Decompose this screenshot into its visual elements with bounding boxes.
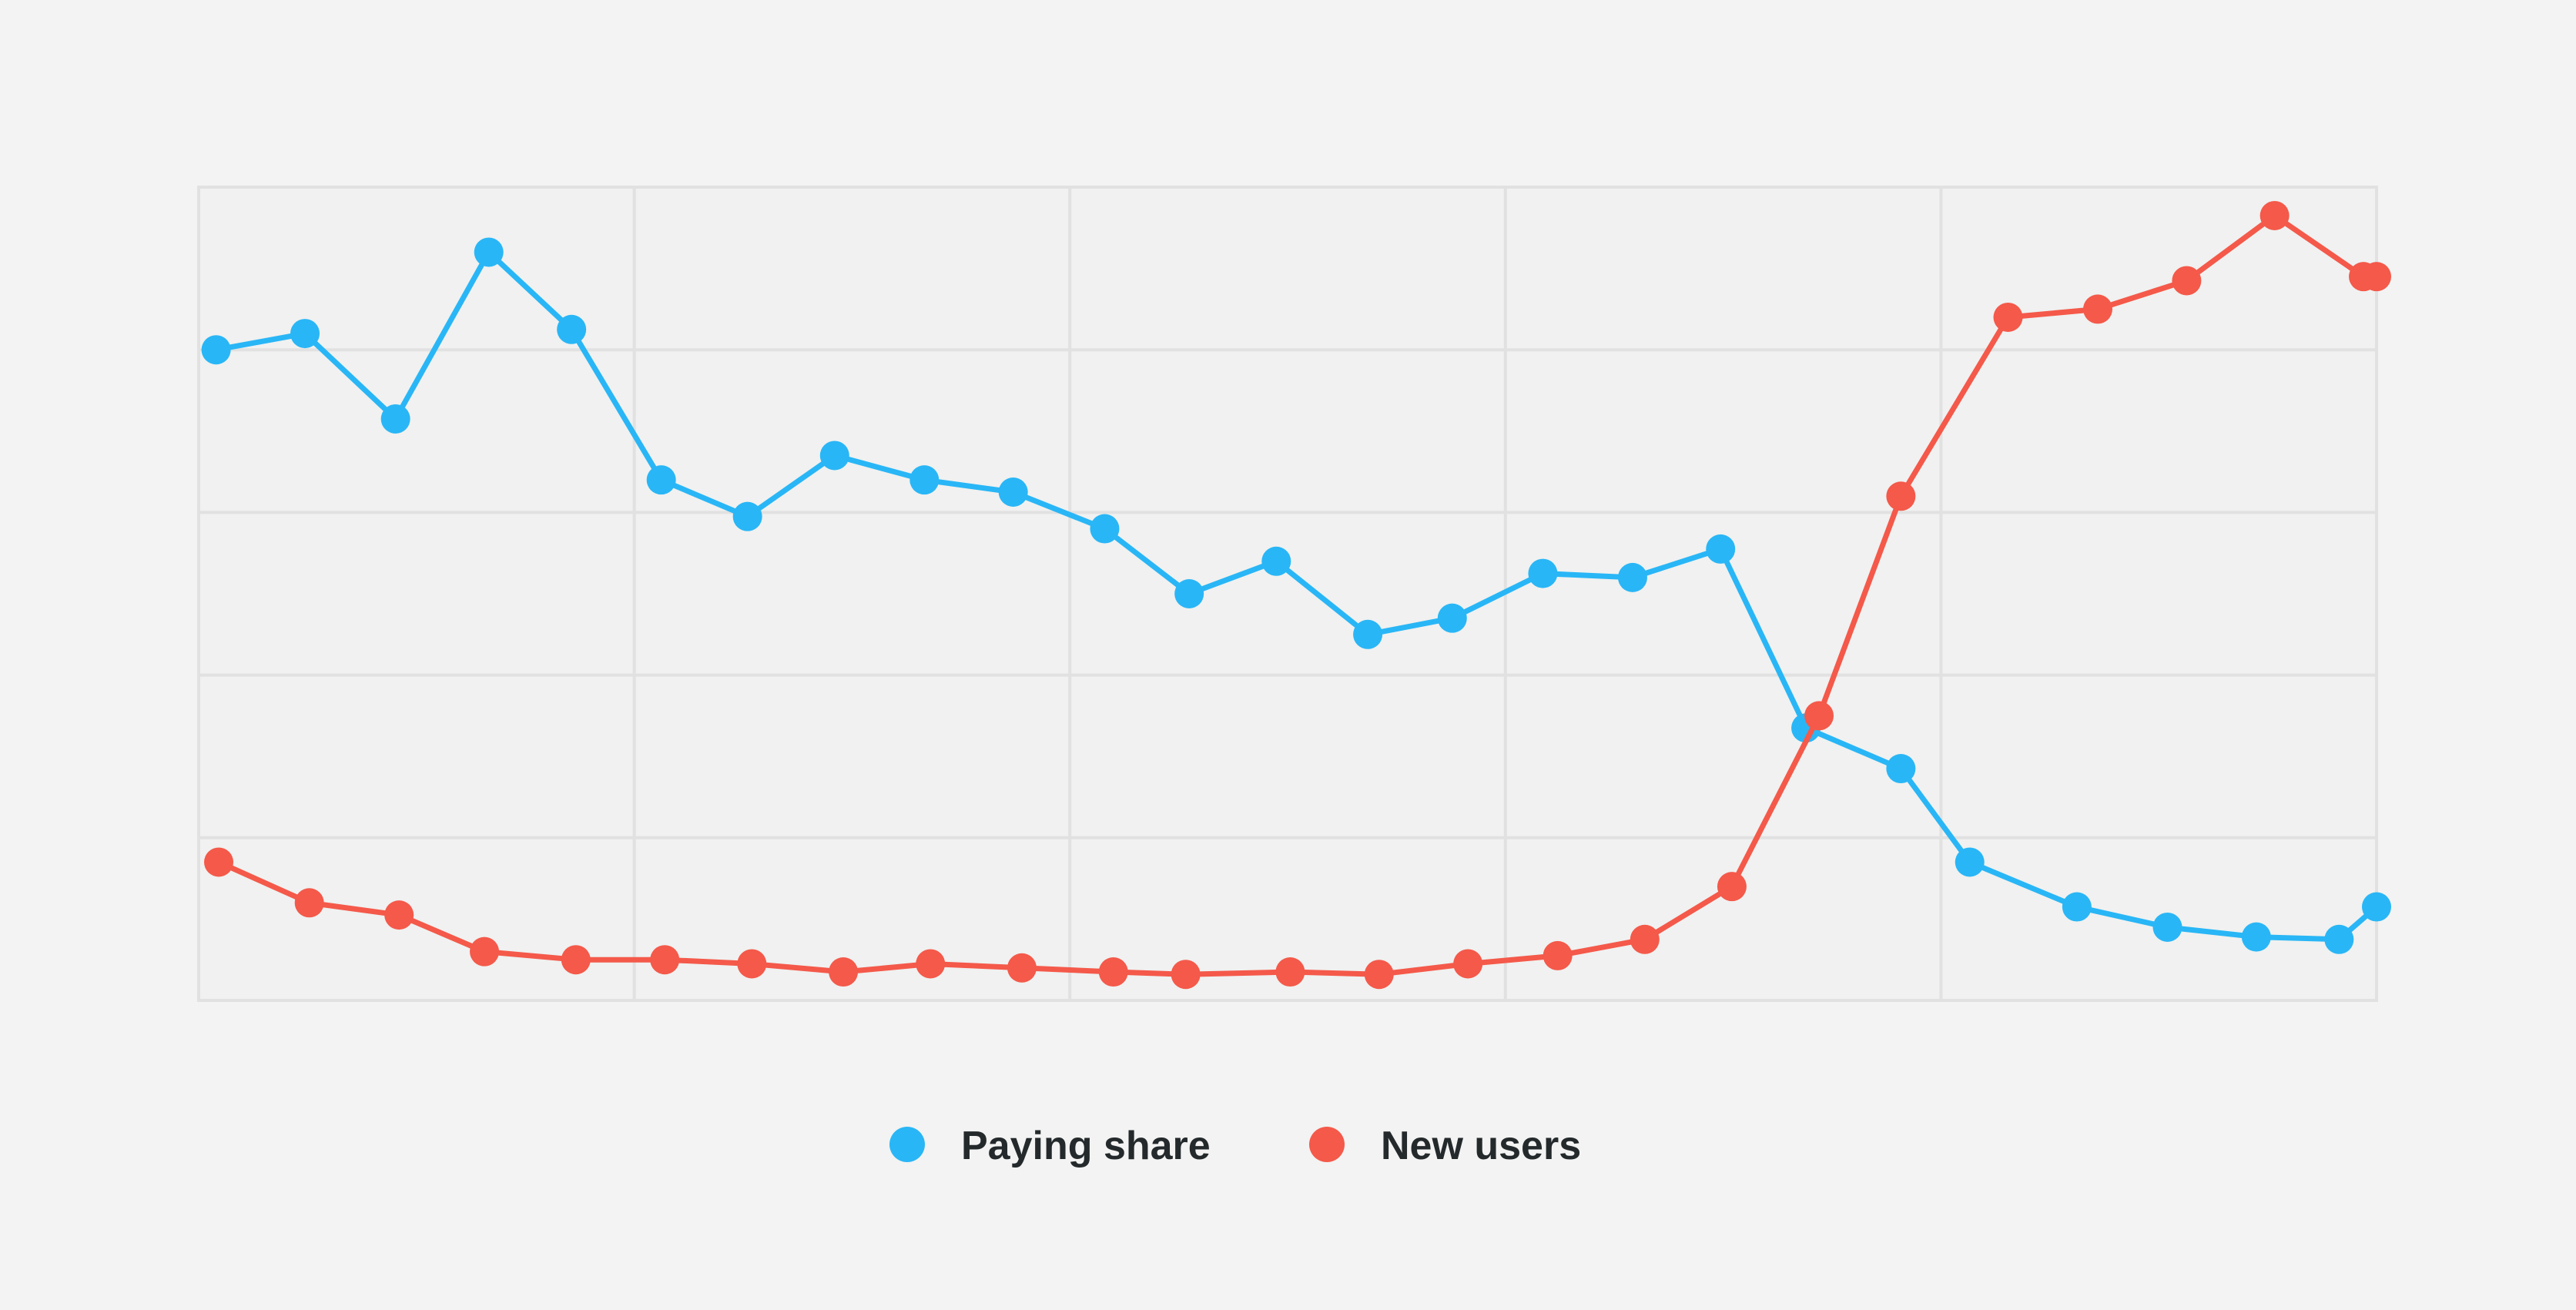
data-point-paying-share: [819, 441, 849, 471]
data-point-new-users: [470, 936, 500, 967]
data-point-new-users: [916, 949, 946, 979]
data-point-new-users: [1886, 481, 1916, 511]
legend-marker-icon: [1309, 1127, 1345, 1162]
data-point-paying-share: [646, 465, 676, 495]
data-point-paying-share: [2062, 892, 2092, 922]
data-point-new-users: [650, 945, 680, 975]
data-point-paying-share: [998, 477, 1028, 507]
legend-label: New users: [1381, 1124, 1581, 1168]
data-point-new-users: [1804, 701, 1834, 731]
series-line-new-users: [216, 213, 2380, 977]
data-point-paying-share: [201, 335, 231, 365]
data-point-new-users: [2259, 200, 2290, 230]
data-point-paying-share: [2152, 912, 2182, 942]
legend-label: Paying share: [961, 1124, 1211, 1168]
data-point-new-users: [1543, 940, 1573, 970]
data-point-paying-share: [1437, 603, 1467, 633]
legend-item-new-users: New users: [1309, 1124, 1581, 1168]
data-point-paying-share: [1886, 754, 1916, 784]
data-point-new-users: [2362, 262, 2391, 292]
grid-lines: [199, 187, 2377, 1000]
data-point-paying-share: [290, 319, 320, 349]
data-point-new-users: [829, 957, 859, 987]
data-point-new-users: [1364, 960, 1394, 990]
data-point-paying-share: [1261, 546, 1291, 576]
data-point-new-users: [204, 847, 234, 877]
legend-marker-icon: [889, 1127, 925, 1162]
data-point-new-users: [561, 945, 591, 975]
data-point-new-users: [1717, 872, 1747, 902]
data-point-new-users: [2172, 266, 2202, 296]
data-point-new-users: [1275, 957, 1305, 987]
data-point-new-users: [384, 900, 414, 930]
data-point-paying-share: [909, 465, 940, 495]
data-point-new-users: [1993, 302, 2023, 332]
data-point-paying-share: [1528, 558, 1558, 588]
data-point-paying-share: [557, 314, 587, 344]
legend: Paying share New users: [889, 1124, 1581, 1168]
data-point-paying-share: [474, 237, 504, 267]
data-point-paying-share: [2362, 892, 2391, 922]
data-point-new-users: [1098, 957, 1128, 987]
plot-area-border: [197, 186, 2378, 1002]
data-point-paying-share: [1617, 562, 1647, 592]
series-line-paying-share: [213, 249, 2380, 943]
data-point-paying-share: [2241, 922, 2271, 952]
series-paying-share: [201, 237, 2391, 954]
legend-item-paying-share: Paying share: [889, 1124, 1211, 1168]
data-point-paying-share: [1706, 534, 1736, 564]
data-point-paying-share: [1353, 619, 1383, 649]
data-point-paying-share: [2324, 924, 2354, 954]
data-point-new-users: [1171, 960, 1201, 990]
data-point-new-users: [1007, 953, 1037, 983]
data-point-new-users: [1453, 949, 1483, 979]
data-point-paying-share: [1090, 514, 1120, 544]
data-point-paying-share: [1955, 847, 1985, 877]
series-layer: [201, 200, 2391, 990]
data-point-paying-share: [380, 404, 410, 434]
data-point-new-users: [737, 949, 767, 979]
data-point-new-users: [2083, 294, 2113, 324]
series-new-users: [204, 200, 2391, 990]
plot-area-background: [199, 187, 2377, 1000]
data-point-new-users: [294, 888, 324, 918]
data-point-paying-share: [1174, 579, 1204, 608]
data-point-new-users: [1630, 924, 1660, 954]
data-point-paying-share: [732, 501, 762, 531]
